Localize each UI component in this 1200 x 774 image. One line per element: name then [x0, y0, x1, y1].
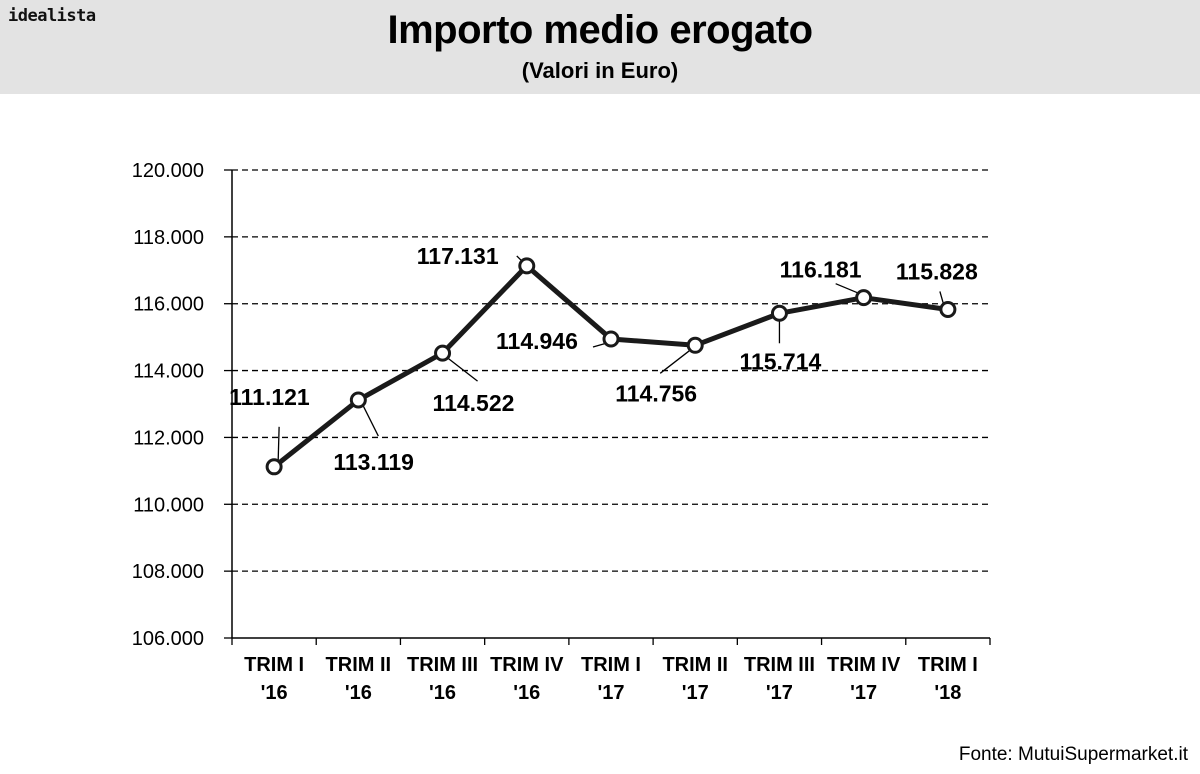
chart-title: Importo medio erogato	[387, 8, 813, 52]
label-leader	[835, 283, 860, 295]
x-tick-label: TRIM III	[744, 654, 815, 676]
x-tick-label-year: '16	[345, 682, 372, 704]
data-point	[602, 330, 620, 348]
data-point	[855, 289, 873, 307]
x-tick-label-year: '17	[597, 682, 624, 704]
data-label: 114.756	[615, 380, 697, 406]
data-point	[518, 257, 536, 275]
x-tick-label-year: '17	[682, 682, 709, 704]
source-note: Fonte: MutuiSupermarket.it	[958, 744, 1188, 765]
x-tick-label-year: '16	[429, 682, 456, 704]
data-point	[939, 300, 957, 318]
x-tick-label: TRIM II	[326, 654, 392, 676]
data-label: 115.828	[896, 258, 978, 284]
x-tick-label: TRIM I	[918, 654, 978, 676]
label-leader	[361, 403, 379, 437]
x-tick-label-year: '18	[934, 682, 961, 704]
y-tick-label: 108.000	[132, 561, 204, 583]
label-leader	[659, 348, 692, 374]
x-tick-label: TRIM IV	[827, 654, 901, 676]
brand-logo: idealista	[8, 6, 96, 26]
label-leader	[277, 426, 280, 463]
data-point	[349, 391, 367, 409]
x-tick-label: TRIM IV	[490, 654, 564, 676]
data-point	[434, 344, 452, 362]
x-tick-label: TRIM I	[581, 654, 641, 676]
chart-subtitle: (Valori in Euro)	[521, 58, 679, 83]
y-tick-label: 106.000	[132, 628, 204, 650]
y-tick-label: 114.000	[133, 361, 204, 383]
data-label: 114.522	[433, 390, 515, 416]
y-tick-label: 118.000	[133, 227, 204, 249]
data-point	[686, 336, 704, 354]
series-line	[271, 263, 951, 470]
data-label: 113.119	[333, 449, 414, 475]
x-tick-label: TRIM I	[244, 654, 304, 676]
label-leader	[446, 356, 478, 382]
x-tick-label-year: '17	[766, 682, 793, 704]
data-label: 116.181	[780, 257, 862, 283]
data-label: 117.131	[417, 243, 499, 269]
x-tick-label: TRIM III	[407, 654, 478, 676]
y-tick-label: 120.000	[132, 160, 204, 182]
y-tick-label: 110.000	[133, 494, 204, 516]
x-tick-label-year: '17	[850, 682, 877, 704]
data-label: 111.121	[229, 384, 310, 410]
data-point	[265, 458, 283, 476]
data-point	[770, 304, 788, 322]
x-tick-label-year: '16	[261, 682, 288, 704]
header-band: idealista Importo medio erogato (Valori …	[0, 0, 1200, 94]
x-tick-label: TRIM II	[662, 654, 728, 676]
data-label: 115.714	[739, 348, 821, 374]
y-tick-label: 116.000	[133, 294, 204, 316]
x-tick-label-year: '16	[513, 682, 540, 704]
y-tick-label: 112.000	[133, 427, 204, 449]
data-label: 114.946	[496, 328, 578, 354]
